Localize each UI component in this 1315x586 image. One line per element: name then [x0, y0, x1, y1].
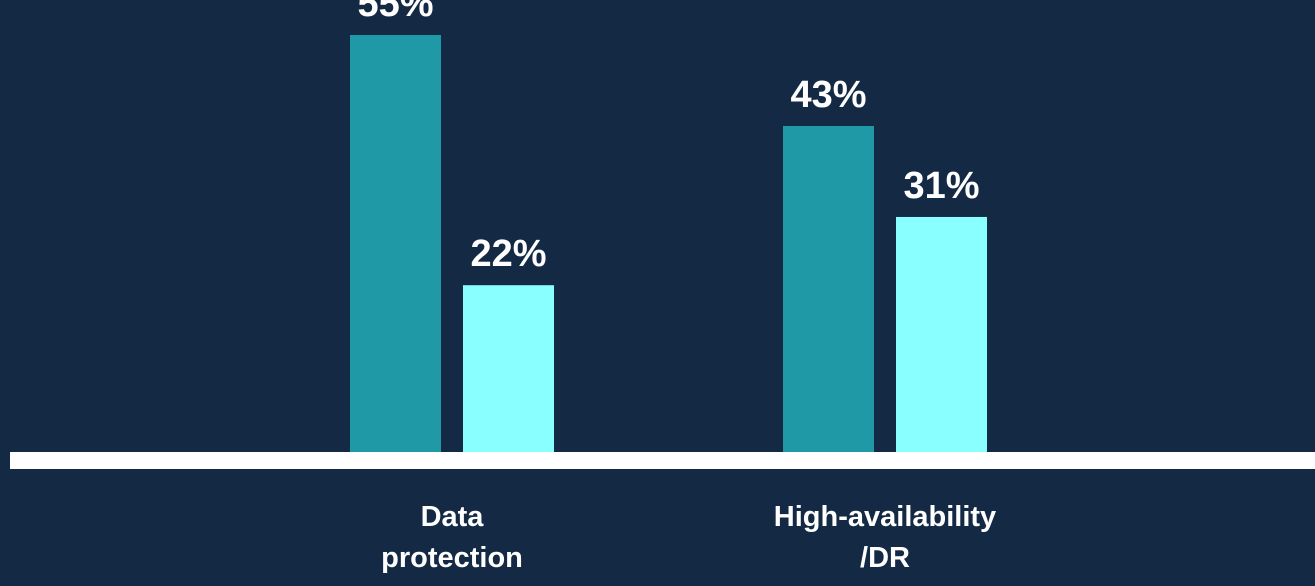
bar-1-0: [783, 125, 874, 453]
category-label-line: /DR: [860, 542, 910, 574]
data-label-0-0: 55%: [357, 0, 433, 25]
bars-layer: [350, 35, 987, 453]
x-axis-baseline: [10, 452, 1315, 469]
category-labels-layer: Data protection High-availability/DR: [381, 501, 996, 574]
category-label-1: High-availability/DR: [774, 501, 996, 574]
data-label-0-1: 22%: [470, 233, 546, 275]
value-labels-layer: 55% 22% 43% 31%: [357, 0, 979, 275]
category-label-line: protection: [381, 542, 523, 574]
data-label-1-1: 31%: [903, 165, 979, 207]
bar-0-1: [463, 285, 554, 452]
category-label-line: High-availability: [774, 501, 996, 533]
category-label-line: Data: [421, 501, 485, 533]
bar-1-1: [896, 216, 987, 452]
bar-0-0: [350, 35, 441, 452]
category-label-0: Data protection: [381, 501, 523, 574]
data-label-1-0: 43%: [790, 74, 866, 116]
